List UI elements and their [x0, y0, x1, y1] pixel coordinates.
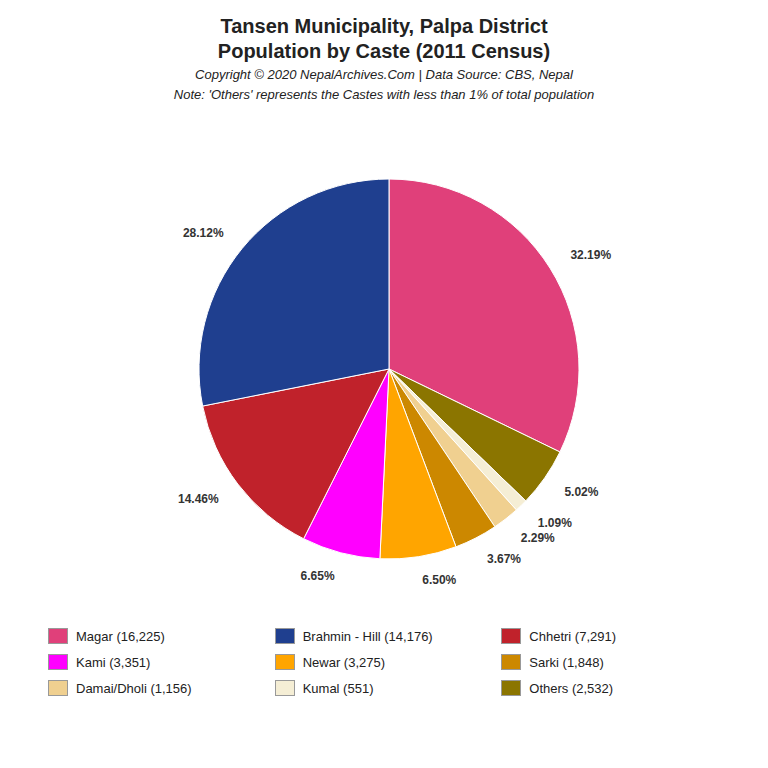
svg-text:2.29%: 2.29% — [521, 531, 555, 545]
html-text:Note: 'Others' represents the: Note: 'Others' represents the Castes wit… — [173, 87, 595, 102]
svg-text:6.50%: 6.50% — [422, 573, 456, 587]
html-text:Magar (16,225): Magar (16,225) — [76, 628, 165, 644]
html-text:Copyright © 2020 NepalArchives: Copyright © 2020 NepalArchives.Com | Dat… — [195, 67, 573, 82]
html-text:Kumal (551): Kumal (551) — [302, 680, 374, 696]
html-text:Damai/Dholi (1,156): Damai/Dholi (1,156) — [76, 680, 192, 696]
html-text:Brahmin - Hill (14,176): Brahmin - Hill (14,176) — [302, 628, 433, 644]
html-text:Tansen Municipality, Palpa Dis: Tansen Municipality, Palpa District — [220, 15, 548, 37]
svg-text:5.02%: 5.02% — [564, 485, 598, 499]
svg-text:1.09%: 1.09% — [538, 516, 572, 530]
svg-text:28.12%: 28.12% — [183, 226, 224, 240]
html-text:Chhetri (7,291): Chhetri (7,291) — [529, 628, 616, 644]
html-text:Others (2,532): Others (2,532) — [529, 680, 614, 696]
html-text:Kami (3,351): Kami (3,351) — [76, 654, 151, 670]
svg-text:6.65%: 6.65% — [301, 569, 335, 583]
html-text:Sarki (1,848): Sarki (1,848) — [529, 654, 604, 670]
html-text:Population by Caste (2011 Cens: Population by Caste (2011 Census) — [217, 40, 551, 62]
svg-text:14.46%: 14.46% — [178, 492, 219, 506]
svg-text:32.19%: 32.19% — [570, 248, 611, 262]
svg-text:3.67%: 3.67% — [487, 552, 521, 566]
html-text:Newar (3,275): Newar (3,275) — [302, 654, 385, 670]
